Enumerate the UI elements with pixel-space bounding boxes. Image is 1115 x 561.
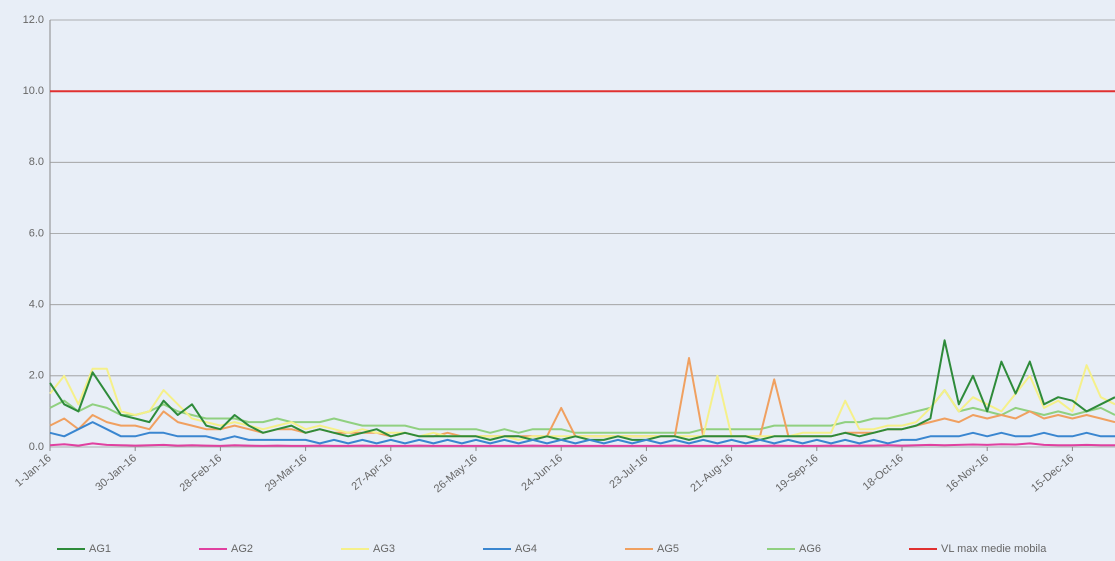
y-tick-label: 8.0 bbox=[29, 156, 44, 168]
y-tick-label: 12.0 bbox=[23, 14, 44, 26]
y-tick-label: 6.0 bbox=[29, 227, 44, 239]
legend-label: AG5 bbox=[657, 543, 679, 555]
series-line bbox=[49, 339, 1115, 441]
y-tick-label: 2.0 bbox=[29, 370, 44, 382]
legend-label: AG4 bbox=[515, 543, 537, 555]
legend-label: AG3 bbox=[373, 543, 395, 555]
y-tick-label: 10.0 bbox=[23, 85, 44, 97]
y-tick-label: 0.0 bbox=[29, 441, 44, 453]
legend-label: AG2 bbox=[231, 543, 253, 555]
legend-label: VL max medie mobila bbox=[941, 543, 1047, 555]
legend-label: AG1 bbox=[89, 543, 111, 555]
legend-label: AG6 bbox=[799, 543, 821, 555]
series-line bbox=[49, 442, 1115, 447]
series-line bbox=[49, 364, 1115, 441]
series-line bbox=[49, 421, 1115, 445]
y-tick-label: 4.0 bbox=[29, 299, 44, 311]
